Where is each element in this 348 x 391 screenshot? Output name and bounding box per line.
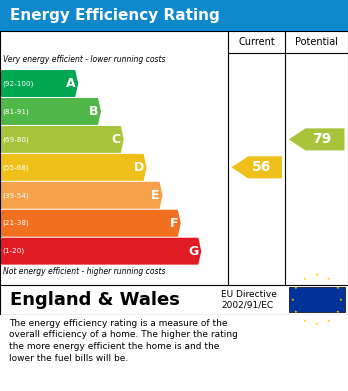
Polygon shape bbox=[1, 98, 101, 125]
Text: (39-54): (39-54) bbox=[3, 192, 30, 199]
Text: ★: ★ bbox=[294, 285, 298, 289]
Polygon shape bbox=[1, 126, 124, 153]
Polygon shape bbox=[231, 156, 282, 178]
Text: B: B bbox=[89, 105, 98, 118]
Text: ★: ★ bbox=[303, 319, 306, 323]
Text: (55-68): (55-68) bbox=[3, 164, 30, 170]
Text: (92-100): (92-100) bbox=[3, 80, 34, 87]
Text: A: A bbox=[66, 77, 76, 90]
Text: ★: ★ bbox=[315, 322, 318, 326]
Text: EU Directive
2002/91/EC: EU Directive 2002/91/EC bbox=[221, 290, 277, 309]
Polygon shape bbox=[1, 70, 78, 97]
Text: ★: ★ bbox=[327, 319, 331, 323]
Polygon shape bbox=[1, 182, 163, 209]
Text: F: F bbox=[169, 217, 178, 230]
Text: Very energy efficient - lower running costs: Very energy efficient - lower running co… bbox=[3, 55, 166, 64]
Text: Current: Current bbox=[238, 37, 275, 47]
Text: ★: ★ bbox=[294, 310, 298, 314]
Text: 56: 56 bbox=[252, 160, 271, 174]
Text: C: C bbox=[112, 133, 121, 146]
Text: E: E bbox=[151, 189, 160, 202]
Text: ★: ★ bbox=[327, 276, 331, 281]
Bar bbox=[289, 287, 345, 312]
Text: ★: ★ bbox=[303, 276, 306, 281]
Text: 79: 79 bbox=[312, 133, 332, 146]
Text: ★: ★ bbox=[291, 298, 294, 302]
Text: (81-91): (81-91) bbox=[3, 108, 30, 115]
Text: ★: ★ bbox=[315, 273, 318, 277]
Text: ★: ★ bbox=[336, 310, 340, 314]
Polygon shape bbox=[289, 128, 345, 151]
Text: England & Wales: England & Wales bbox=[10, 291, 180, 309]
Text: Not energy efficient - higher running costs: Not energy efficient - higher running co… bbox=[3, 267, 166, 276]
Text: (21-38): (21-38) bbox=[3, 220, 30, 226]
Polygon shape bbox=[1, 154, 147, 181]
Polygon shape bbox=[1, 238, 201, 265]
Text: ★: ★ bbox=[336, 285, 340, 289]
Text: ★: ★ bbox=[339, 298, 343, 302]
Text: (69-80): (69-80) bbox=[3, 136, 30, 143]
Text: (1-20): (1-20) bbox=[3, 248, 25, 255]
Text: Energy Efficiency Rating: Energy Efficiency Rating bbox=[10, 8, 220, 23]
Text: The energy efficiency rating is a measure of the
overall efficiency of a home. T: The energy efficiency rating is a measur… bbox=[9, 319, 238, 363]
Polygon shape bbox=[1, 210, 181, 237]
Text: G: G bbox=[188, 245, 198, 258]
Text: D: D bbox=[134, 161, 144, 174]
Text: Potential: Potential bbox=[295, 37, 338, 47]
